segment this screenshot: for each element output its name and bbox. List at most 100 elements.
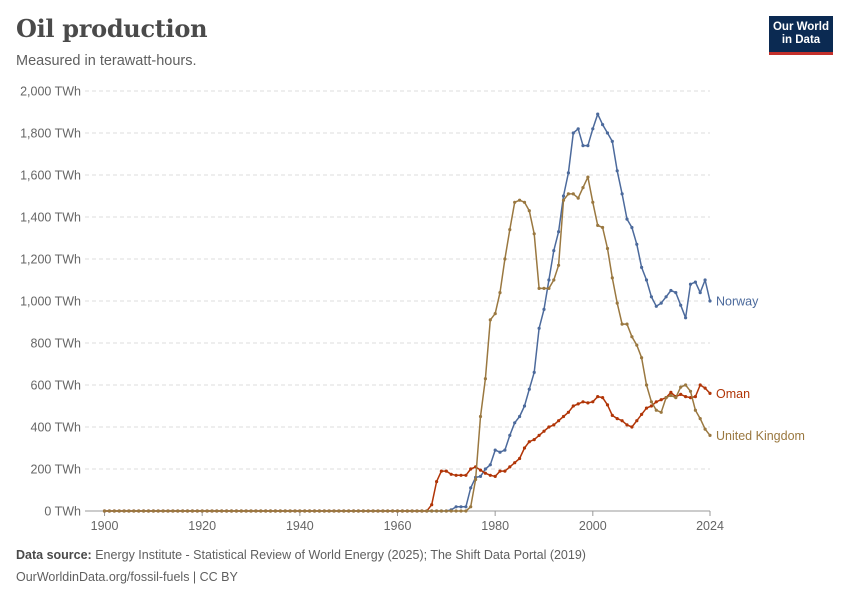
data-point-united-kingdom <box>684 383 688 387</box>
data-point-norway <box>518 414 522 419</box>
data-point-norway <box>620 192 624 196</box>
data-point-oman <box>620 419 624 423</box>
data-point-oman <box>439 469 443 473</box>
data-point-norway <box>557 230 561 234</box>
data-point-norway <box>488 463 492 467</box>
data-point-united-kingdom <box>303 509 307 513</box>
data-point-oman <box>630 425 634 429</box>
data-point-oman <box>669 390 673 394</box>
data-point-norway <box>566 171 571 175</box>
data-point-oman <box>615 417 619 421</box>
data-point-oman <box>561 414 566 419</box>
series-label-oman: Oman <box>716 387 750 401</box>
data-point-united-kingdom <box>391 509 395 513</box>
data-point-united-kingdom <box>283 509 287 513</box>
data-point-united-kingdom <box>308 509 312 513</box>
data-source-label: Data source: <box>16 548 92 562</box>
data-point-united-kingdom <box>371 509 375 513</box>
data-point-oman <box>483 471 487 475</box>
data-point-norway <box>513 421 517 425</box>
data-point-united-kingdom <box>693 408 698 412</box>
data-point-united-kingdom <box>522 200 527 204</box>
data-point-united-kingdom <box>102 509 107 513</box>
data-point-united-kingdom <box>644 383 649 387</box>
data-point-norway <box>615 169 619 173</box>
owid-logo[interactable]: Our World in Data <box>769 16 833 55</box>
line-chart: 0 TWh 200 TWh 400 TWh 600 TWh 800 TWh 1,000 T… <box>20 85 805 534</box>
x-tick-label: 1960 <box>384 519 412 533</box>
data-point-united-kingdom <box>166 509 170 513</box>
data-point-united-kingdom <box>210 509 214 513</box>
data-point-united-kingdom <box>181 509 185 513</box>
data-point-norway <box>586 144 590 148</box>
data-point-united-kingdom <box>293 509 297 513</box>
data-point-united-kingdom <box>190 509 194 513</box>
data-point-norway <box>703 278 707 282</box>
data-point-united-kingdom <box>185 509 190 513</box>
data-point-united-kingdom <box>464 509 468 513</box>
chart-title: Oil production <box>16 14 208 43</box>
data-point-united-kingdom <box>552 278 556 282</box>
data-point-oman <box>537 433 541 437</box>
data-point-oman <box>640 412 644 416</box>
data-point-united-kingdom <box>454 509 458 513</box>
data-point-united-kingdom <box>322 509 326 513</box>
data-point-oman <box>654 400 658 404</box>
data-point-norway <box>664 295 668 299</box>
data-point-united-kingdom <box>659 410 663 414</box>
data-point-united-kingdom <box>244 509 248 513</box>
data-point-norway <box>669 288 673 293</box>
data-point-united-kingdom <box>537 286 541 290</box>
data-point-united-kingdom <box>298 509 302 513</box>
data-point-oman <box>518 456 522 461</box>
data-point-norway <box>679 303 683 307</box>
data-point-united-kingdom <box>581 186 585 190</box>
source-link[interactable]: OurWorldinData.org/fossil-fuels | CC BY <box>16 570 238 584</box>
data-point-united-kingdom <box>361 509 365 513</box>
data-point-norway <box>635 242 639 246</box>
data-point-oman <box>596 395 600 399</box>
data-point-united-kingdom <box>635 343 639 347</box>
data-point-united-kingdom <box>478 414 483 419</box>
data-point-norway <box>503 448 507 452</box>
data-point-oman <box>532 438 536 442</box>
data-point-united-kingdom <box>234 509 238 513</box>
data-point-oman <box>449 472 453 476</box>
data-point-united-kingdom <box>630 335 634 339</box>
data-point-united-kingdom <box>405 509 409 513</box>
x-tick-label: 1940 <box>286 519 314 533</box>
data-point-united-kingdom <box>469 505 473 509</box>
data-point-oman <box>591 400 595 404</box>
data-point-united-kingdom <box>132 509 136 513</box>
data-point-united-kingdom <box>605 246 610 251</box>
data-point-norway <box>708 299 712 303</box>
y-tick-label: 1,600 TWh <box>20 169 81 183</box>
data-point-united-kingdom <box>444 509 448 513</box>
data-point-oman <box>586 401 590 405</box>
data-point-oman <box>513 461 517 465</box>
data-point-united-kingdom <box>527 209 531 213</box>
data-point-oman <box>478 468 483 472</box>
data-point-oman <box>527 440 531 444</box>
data-point-norway <box>547 278 551 282</box>
chart-subtitle: Measured in terawatt-hours. <box>16 53 197 69</box>
data-point-united-kingdom <box>107 509 111 513</box>
x-tick-label: 1920 <box>188 519 216 533</box>
data-point-united-kingdom <box>225 509 229 513</box>
data-point-oman <box>547 425 551 429</box>
data-point-united-kingdom <box>259 509 263 513</box>
data-point-united-kingdom <box>498 291 502 295</box>
data-point-united-kingdom <box>532 232 536 236</box>
data-point-oman <box>444 469 448 473</box>
data-point-united-kingdom <box>171 509 175 513</box>
data-point-united-kingdom <box>508 228 512 232</box>
x-tick-label: 1900 <box>91 519 119 533</box>
data-point-oman <box>693 395 698 399</box>
data-point-united-kingdom <box>366 509 370 513</box>
data-point-oman <box>679 392 683 396</box>
data-point-united-kingdom <box>493 312 497 316</box>
series-label-norway: Norway <box>716 295 759 309</box>
data-point-united-kingdom <box>317 509 321 513</box>
data-point-norway <box>688 282 693 286</box>
data-point-oman <box>649 404 654 408</box>
